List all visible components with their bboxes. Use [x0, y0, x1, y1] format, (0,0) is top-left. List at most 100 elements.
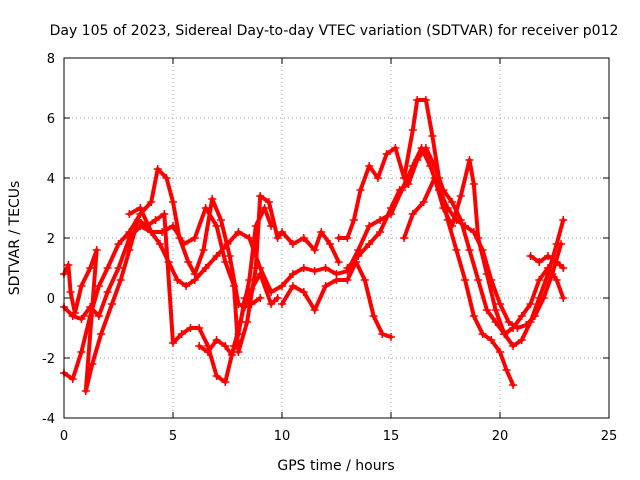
data-point-marker	[230, 282, 239, 290]
data-point-marker	[369, 312, 378, 320]
data-point-marker	[496, 348, 504, 356]
data-point-marker	[147, 198, 156, 206]
x-tick-label: 10	[274, 429, 291, 444]
series-track-4-markers	[125, 192, 343, 356]
data-point-marker	[509, 381, 518, 389]
x-tick-label: 15	[383, 429, 400, 444]
data-point-marker	[173, 276, 182, 284]
data-point-marker	[64, 261, 73, 269]
data-point-marker	[234, 228, 243, 236]
data-point-marker	[430, 162, 439, 170]
data-point-marker	[343, 234, 352, 242]
series-track-10-markers	[343, 144, 568, 338]
data-point-marker	[212, 372, 221, 380]
data-point-marker	[299, 234, 308, 242]
data-point-marker	[496, 300, 504, 308]
data-point-marker	[227, 351, 236, 359]
data-point-marker	[245, 234, 254, 242]
data-point-marker	[535, 294, 544, 302]
data-point-marker	[559, 216, 568, 224]
data-point-marker	[354, 252, 363, 260]
data-point-marker	[125, 210, 134, 218]
data-point-marker	[552, 240, 561, 248]
data-point-marker	[317, 228, 326, 236]
data-point-marker	[310, 306, 319, 314]
data-point-marker	[260, 204, 269, 212]
data-point-marker	[264, 198, 273, 206]
data-point-marker	[94, 312, 103, 320]
data-point-marker	[469, 312, 478, 320]
data-point-marker	[408, 210, 417, 218]
x-axis-label: GPS time / hours	[277, 458, 394, 474]
data-point-marker	[116, 276, 125, 284]
data-point-marker	[186, 324, 195, 332]
data-point-marker	[179, 240, 188, 248]
data-point-marker	[136, 204, 145, 212]
data-series	[60, 96, 568, 395]
data-point-marker	[456, 192, 465, 200]
data-point-marker	[92, 246, 101, 254]
data-point-marker	[332, 276, 341, 284]
data-point-marker	[310, 246, 319, 254]
series-track-6	[280, 260, 393, 339]
data-point-marker	[382, 150, 391, 158]
x-tick-label: 5	[169, 429, 177, 444]
data-point-marker	[177, 330, 186, 338]
data-point-marker	[517, 312, 526, 320]
data-point-marker	[378, 330, 387, 338]
series-track-4	[127, 194, 341, 354]
y-axis-label: SDTVAR / TECUs	[7, 181, 23, 296]
chart-title: Day 105 of 2023, Sidereal Day-to-day VTE…	[50, 23, 619, 39]
data-point-marker	[413, 156, 422, 164]
data-point-marker	[273, 234, 282, 242]
data-point-marker	[221, 258, 230, 266]
data-point-marker	[299, 288, 308, 296]
data-point-marker	[240, 294, 249, 302]
series-track-5-markers	[195, 294, 265, 359]
data-point-marker	[160, 210, 169, 218]
data-point-marker	[448, 222, 457, 230]
data-point-marker	[552, 258, 561, 266]
data-point-marker	[456, 216, 465, 224]
data-point-marker	[256, 270, 265, 278]
series-track-9-markers	[526, 252, 568, 272]
data-point-marker	[376, 216, 385, 224]
data-point-marker	[535, 276, 544, 284]
data-point-marker	[169, 198, 177, 206]
data-point-marker	[543, 252, 552, 260]
data-point-marker	[251, 264, 260, 272]
data-point-marker	[491, 306, 500, 314]
data-point-marker	[267, 300, 276, 308]
data-point-marker	[334, 258, 343, 266]
data-point-marker	[421, 144, 430, 152]
data-point-marker	[387, 333, 395, 341]
data-point-marker	[482, 270, 491, 278]
data-point-marker	[343, 264, 352, 272]
data-point-marker	[278, 228, 286, 236]
y-tick-label: 2	[47, 232, 55, 247]
data-point-marker	[201, 204, 210, 212]
data-point-marker	[552, 276, 561, 284]
data-point-marker	[103, 264, 112, 272]
data-point-marker	[77, 282, 86, 290]
data-point-marker	[212, 336, 221, 344]
data-point-marker	[509, 324, 518, 332]
data-point-marker	[391, 144, 400, 152]
data-point-marker	[199, 246, 208, 254]
data-point-marker	[114, 240, 123, 248]
data-point-marker	[419, 198, 428, 206]
data-point-marker	[212, 222, 221, 230]
data-point-marker	[88, 360, 97, 368]
data-point-marker	[408, 126, 417, 134]
data-point-marker	[376, 228, 385, 236]
data-point-marker	[349, 216, 358, 224]
data-point-marker	[509, 342, 518, 350]
data-point-marker	[360, 276, 369, 284]
data-point-marker	[428, 132, 437, 140]
data-point-marker	[278, 282, 286, 290]
data-point-marker	[502, 366, 511, 374]
data-point-marker	[413, 96, 422, 104]
data-point-marker	[343, 276, 352, 284]
data-point-marker	[395, 186, 404, 194]
data-point-marker	[321, 264, 330, 272]
